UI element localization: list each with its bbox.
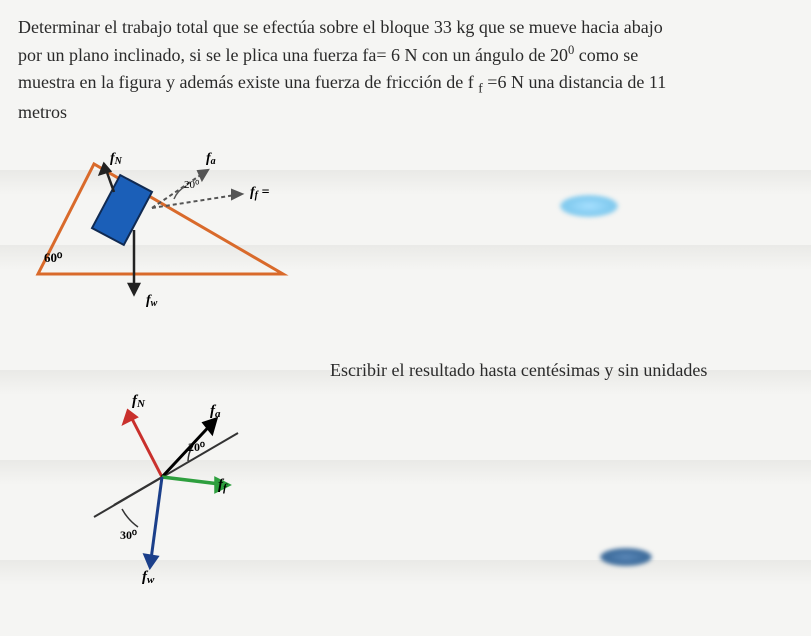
problem-line3-post: =6 N una distancia de 11 <box>483 72 666 92</box>
vector-fN-fbd <box>124 411 162 477</box>
label-fa-fbd: fa <box>210 403 221 420</box>
vector-fw <box>129 230 139 294</box>
vector-fN <box>100 164 114 192</box>
vector-fa <box>152 170 208 208</box>
problem-line1: Determinar el trabajo total que se efect… <box>18 17 663 37</box>
label-20-fbd: 20⁰ <box>188 440 205 454</box>
label-20: 20⁰ <box>184 179 200 191</box>
label-fw-fbd: fw <box>142 569 155 586</box>
label-60: 60⁰ <box>44 250 63 265</box>
problem-line2-pre: por un plano inclinado, si se le plica u… <box>18 45 568 65</box>
problem-line3-pre: muestra en la figura y además existe una… <box>18 72 478 92</box>
label-ff: ff = <box>250 185 270 201</box>
highlight-blob-2 <box>600 548 652 566</box>
label-fw: fw <box>146 293 158 309</box>
instruction-text: Escribir el resultado hasta centésimas y… <box>330 360 707 381</box>
figure-fbd: fN fa 20⁰ ff 30⁰ fw <box>42 367 318 592</box>
label-ff-fbd: ff <box>218 477 228 494</box>
problem-statement: Determinar el trabajo total que se efect… <box>18 14 793 126</box>
problem-line4: metros <box>18 102 67 122</box>
problem-line2-post: como se <box>574 45 638 65</box>
plane-line-ext <box>114 477 162 505</box>
vector-fw-fbd <box>145 477 162 567</box>
label-fN: fN <box>110 151 123 167</box>
label-fa: fa <box>206 151 216 167</box>
label-30-fbd: 30⁰ <box>120 528 137 542</box>
incline-triangle <box>38 164 283 274</box>
highlight-blob-1 <box>560 195 618 217</box>
block <box>92 175 152 245</box>
figure-incline: 60⁰ fN fa 20⁰ ff = fw <box>18 144 318 319</box>
arc-30-fbd <box>122 509 138 527</box>
label-fN-fbd: fN <box>132 393 146 410</box>
